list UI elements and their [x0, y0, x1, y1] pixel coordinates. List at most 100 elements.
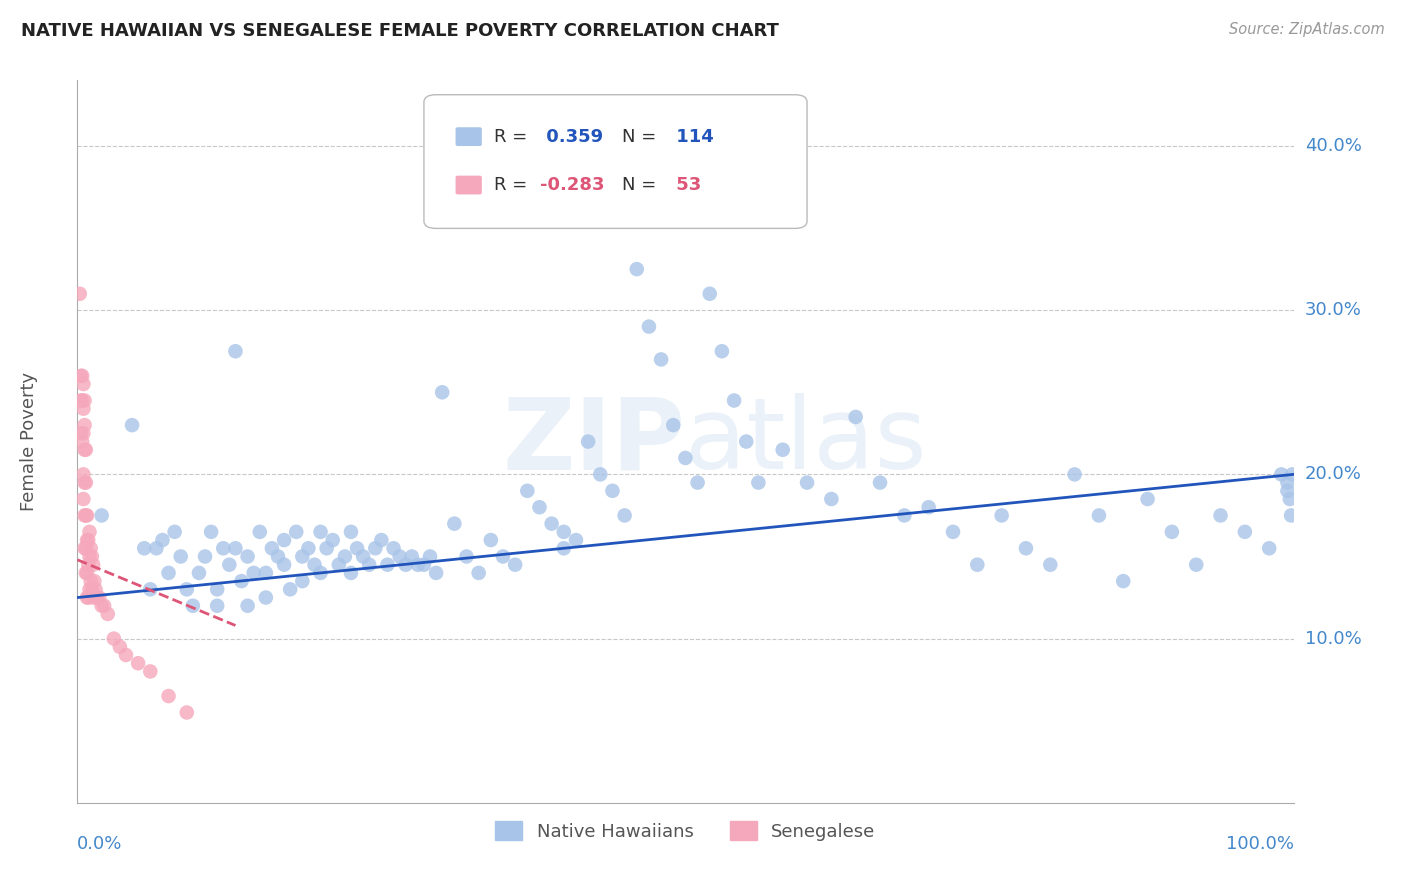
Point — [80, 541, 103, 556]
Point — [1278, 491, 1301, 506]
Point — [772, 442, 794, 457]
Point — [73, 418, 96, 433]
Point — [747, 475, 769, 490]
Point — [139, 582, 162, 597]
Point — [70, 426, 93, 441]
Point — [328, 558, 350, 572]
Text: N =: N = — [621, 128, 662, 145]
Point — [650, 352, 672, 367]
Point — [224, 541, 246, 556]
Point — [273, 533, 295, 547]
Point — [990, 508, 1012, 523]
Point — [97, 607, 120, 621]
Point — [75, 566, 97, 580]
Point — [224, 344, 246, 359]
Point — [589, 467, 612, 482]
Point — [359, 558, 381, 572]
Point — [84, 582, 107, 597]
Point — [285, 524, 308, 539]
Point — [73, 508, 96, 523]
Text: NATIVE HAWAIIAN VS SENEGALESE FEMALE POVERTY CORRELATION CHART: NATIVE HAWAIIAN VS SENEGALESE FEMALE POV… — [21, 22, 779, 40]
Point — [918, 500, 941, 515]
Point — [602, 483, 624, 498]
Point — [553, 541, 575, 556]
Point — [90, 599, 112, 613]
Point — [576, 434, 599, 449]
Point — [70, 434, 93, 449]
Point — [340, 566, 363, 580]
Point — [340, 524, 363, 539]
Point — [73, 541, 96, 556]
Text: 40.0%: 40.0% — [1305, 137, 1361, 155]
Point — [322, 533, 344, 547]
Point — [419, 549, 441, 564]
Point — [77, 591, 100, 605]
Point — [845, 409, 868, 424]
Point — [176, 582, 198, 597]
Point — [157, 689, 180, 703]
Point — [72, 377, 94, 392]
Text: 10.0%: 10.0% — [1305, 630, 1361, 648]
Point — [315, 541, 337, 556]
Point — [80, 582, 103, 597]
Point — [540, 516, 562, 531]
Point — [346, 541, 368, 556]
Point — [77, 558, 100, 572]
Text: R =: R = — [494, 128, 533, 145]
Point — [1277, 483, 1299, 498]
Point — [108, 640, 131, 654]
Point — [1258, 541, 1281, 556]
Point — [1039, 558, 1062, 572]
Point — [479, 533, 502, 547]
Point — [1112, 574, 1135, 588]
Point — [820, 491, 842, 506]
Point — [236, 549, 259, 564]
Point — [1270, 467, 1292, 482]
Point — [218, 558, 240, 572]
Point — [1281, 467, 1303, 482]
Point — [254, 566, 277, 580]
Text: 53: 53 — [671, 176, 702, 194]
Point — [121, 418, 143, 433]
Text: Source: ZipAtlas.com: Source: ZipAtlas.com — [1229, 22, 1385, 37]
Point — [72, 467, 94, 482]
Point — [388, 549, 411, 564]
Point — [205, 582, 228, 597]
Point — [626, 262, 648, 277]
Point — [869, 475, 891, 490]
Point — [89, 591, 111, 605]
Point — [139, 665, 162, 679]
Point — [90, 508, 112, 523]
Point — [134, 541, 156, 556]
Point — [443, 516, 465, 531]
Point — [76, 591, 98, 605]
Point — [76, 533, 98, 547]
Point — [662, 418, 685, 433]
Point — [75, 541, 97, 556]
Point — [83, 574, 105, 588]
Point — [1161, 524, 1184, 539]
Point — [152, 533, 174, 547]
Point — [1015, 541, 1038, 556]
Text: Female Poverty: Female Poverty — [20, 372, 38, 511]
Point — [273, 558, 295, 572]
Point — [70, 393, 93, 408]
Point — [699, 286, 721, 301]
Point — [70, 368, 93, 383]
Point — [966, 558, 988, 572]
Point — [735, 434, 758, 449]
Point — [79, 524, 101, 539]
Point — [1088, 508, 1111, 523]
Point — [291, 574, 314, 588]
Point — [267, 549, 290, 564]
Point — [194, 549, 217, 564]
Point — [181, 599, 204, 613]
FancyBboxPatch shape — [456, 176, 482, 194]
Point — [188, 566, 211, 580]
Point — [73, 393, 96, 408]
Point — [370, 533, 392, 547]
Point — [456, 549, 478, 564]
Text: R =: R = — [494, 176, 533, 194]
Point — [127, 657, 149, 671]
Point — [249, 524, 271, 539]
